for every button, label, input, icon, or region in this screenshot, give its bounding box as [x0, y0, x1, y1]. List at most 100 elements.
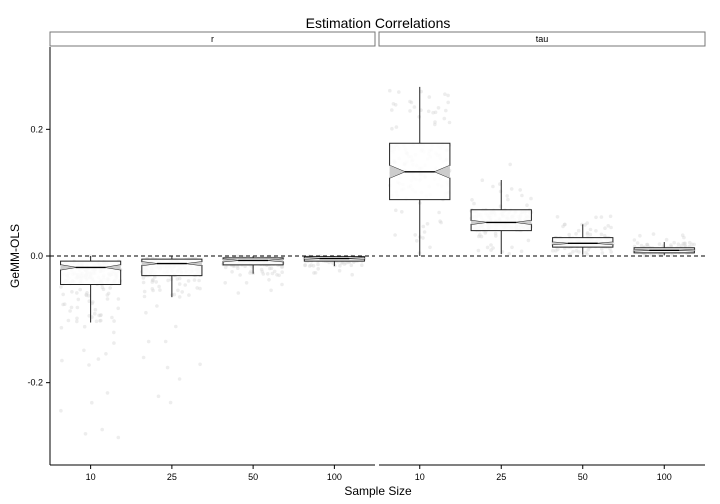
jitter-point	[59, 325, 64, 330]
jitter-point	[580, 222, 584, 227]
jitter-point	[599, 215, 604, 219]
jitter-point	[447, 120, 452, 125]
jitter-point	[303, 263, 308, 267]
x-tick-label: 100	[327, 472, 342, 482]
jitter-point	[142, 289, 147, 294]
jitter-point	[91, 300, 95, 304]
jitter-point	[90, 400, 94, 405]
jitter-point	[436, 106, 441, 110]
jitter-point	[676, 242, 681, 246]
strip-background	[49, 31, 376, 47]
jitter-point	[480, 178, 485, 182]
jitter-point	[154, 280, 158, 284]
jitter-point	[87, 363, 91, 367]
x-tick-label: 25	[496, 472, 506, 482]
jitter-point	[97, 313, 101, 318]
box-tau-25	[470, 180, 532, 255]
jitter-point	[505, 194, 510, 198]
jitter-point	[664, 237, 669, 242]
jitter-point	[568, 252, 573, 256]
jitter-point	[156, 394, 161, 399]
jitter-point	[268, 266, 272, 271]
notch-shade	[60, 264, 121, 270]
jitter-point	[198, 286, 202, 291]
jitter-point	[90, 301, 94, 306]
jitter-point	[150, 280, 155, 284]
jitter-point	[584, 250, 588, 255]
jitter-point	[269, 288, 273, 293]
jitter-point	[59, 285, 63, 289]
box-r-25	[141, 256, 203, 298]
jitter-point	[431, 110, 435, 115]
jitter-point	[608, 247, 612, 251]
jitter-point	[688, 240, 692, 245]
jitter-point	[609, 250, 613, 254]
jitter-point	[99, 318, 103, 323]
jitter-point	[60, 358, 64, 363]
x-tick-label: 10	[86, 472, 96, 482]
jitter-point	[279, 265, 284, 269]
jitter-point	[421, 224, 426, 229]
x-tick-label: 50	[248, 472, 258, 482]
jitter-point	[78, 287, 82, 292]
jitter-point	[408, 99, 412, 104]
jitter-point	[479, 234, 484, 239]
jitter-point	[238, 273, 242, 277]
jitter-point	[187, 293, 191, 297]
jitter-point	[85, 291, 89, 295]
jitter-point	[243, 264, 247, 269]
jitter-point	[75, 291, 79, 295]
jitter-point	[600, 251, 605, 255]
jitter-point	[422, 230, 427, 234]
notch-shade	[304, 257, 365, 260]
jitter-point	[169, 277, 173, 282]
notch-shade	[223, 259, 284, 262]
jitter-point	[567, 232, 571, 237]
jitter-point	[248, 271, 252, 275]
box-body	[141, 258, 203, 277]
jitter-point	[577, 250, 581, 254]
jitter-point	[141, 280, 146, 285]
jitter-point	[394, 208, 398, 213]
strip-label: tau	[536, 34, 549, 44]
jitter-point	[391, 102, 396, 106]
jitter-point	[425, 222, 430, 226]
notch-shade	[471, 220, 532, 225]
jitter-point	[489, 248, 493, 252]
jitter-point	[438, 219, 442, 223]
jitter-point	[692, 242, 696, 247]
jitter-point	[75, 316, 79, 321]
jitter-point	[157, 284, 161, 289]
notch-shade	[552, 242, 613, 245]
jitter-point	[265, 272, 270, 276]
jitter-point	[174, 324, 178, 329]
jitter-point	[272, 269, 277, 274]
jitter-point	[66, 318, 71, 323]
panel-r: r 10 25 50 100	[49, 31, 376, 482]
jitter-point	[529, 196, 533, 201]
box-tau-10	[389, 86, 451, 256]
jitter-point	[59, 408, 63, 413]
jitter-point	[313, 271, 318, 275]
jitter-point	[659, 252, 664, 257]
jitter-point	[260, 269, 265, 274]
jitter-point	[307, 264, 312, 268]
jitter-point	[444, 108, 448, 113]
jitter-point	[680, 233, 685, 237]
jitter-point	[571, 249, 575, 254]
jitter-point	[472, 201, 476, 206]
jitter-point	[180, 290, 184, 294]
jitter-point	[275, 273, 279, 277]
jitter-point	[443, 92, 447, 96]
x-axis-title: Sample Size	[344, 484, 412, 498]
jitter-point	[93, 311, 97, 316]
jitter-point	[249, 269, 253, 274]
jitter-point	[498, 204, 503, 208]
jitter-point	[223, 281, 227, 285]
jitter-point	[428, 245, 432, 250]
jitter-point	[316, 267, 321, 271]
jitter-point	[470, 198, 474, 202]
jitter-point	[669, 243, 673, 247]
jitter-point	[408, 109, 412, 113]
box-r-50	[222, 256, 284, 274]
